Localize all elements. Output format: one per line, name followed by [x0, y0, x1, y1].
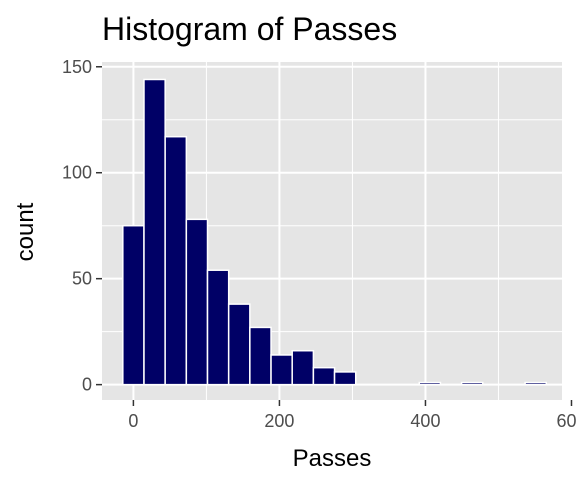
y-tick-label: 150: [62, 57, 92, 77]
y-tick-label: 100: [62, 163, 92, 183]
histogram-bar-3: [185, 218, 209, 386]
histogram-bar-2: [164, 135, 188, 386]
histogram-bar-0: [122, 224, 145, 386]
histogram-bar-5: [227, 303, 251, 386]
y-tick-label: 50: [72, 269, 92, 289]
histogram-bar-6: [249, 326, 272, 386]
y-axis: 0 50 100 150: [62, 57, 102, 395]
histogram-bar-10: [333, 371, 357, 386]
histogram-bars: [122, 78, 548, 386]
x-tick-label: 400: [410, 411, 440, 431]
histogram-bar-4: [206, 269, 230, 386]
histogram-bar-9: [312, 366, 336, 386]
x-tick-label: 600: [556, 411, 576, 431]
histogram-bar-7: [270, 354, 293, 386]
histogram-bar-8: [291, 349, 315, 386]
histogram-bar-14: [418, 381, 442, 386]
chart-title: Histogram of Passes: [102, 11, 397, 47]
x-axis-title: Passes: [293, 445, 372, 472]
histogram-bar-19: [524, 381, 548, 386]
x-tick-label: 200: [264, 411, 294, 431]
y-axis-title: count: [12, 202, 39, 261]
histogram-bar-16: [460, 381, 484, 386]
y-tick-label: 0: [82, 375, 92, 395]
histogram-bar-1: [143, 78, 166, 386]
x-tick-label: 0: [128, 411, 138, 431]
x-axis: 0 200 400 600: [128, 400, 576, 431]
